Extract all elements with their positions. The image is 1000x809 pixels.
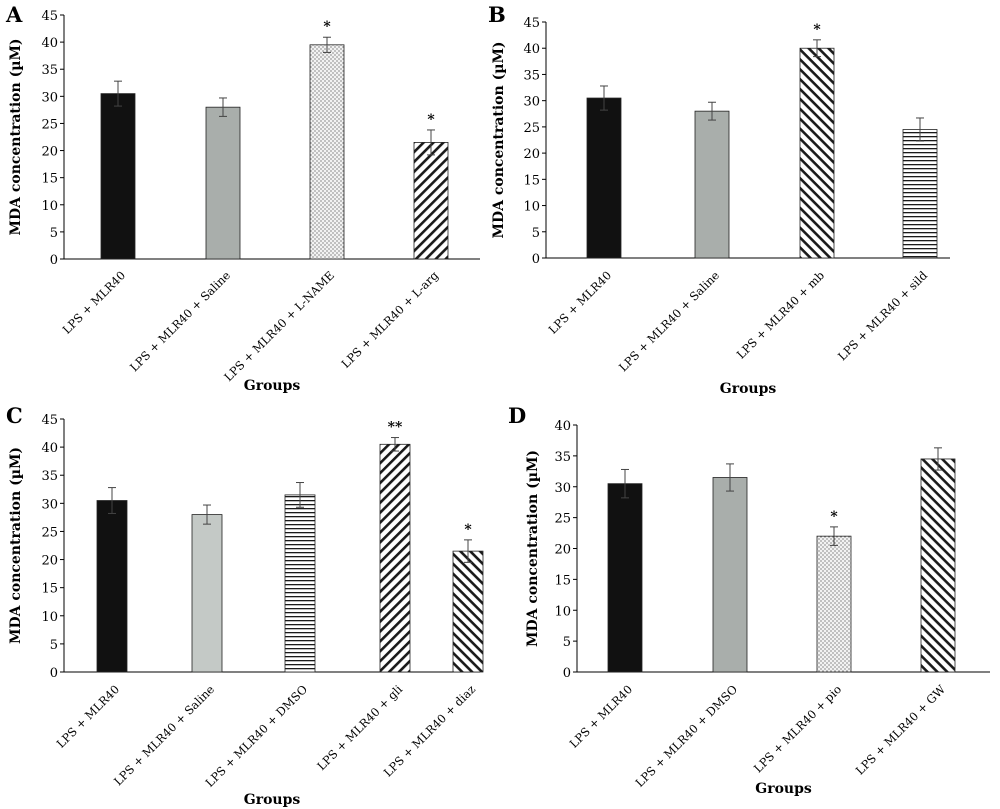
y-tick-label: 35 <box>41 63 58 78</box>
significance-marker: * <box>427 112 435 128</box>
bar <box>379 443 411 673</box>
panel-label-d: D <box>508 403 526 428</box>
chart-panel-c: 0 5 10 15 20 25 30 35 40 45 MDA concentration (µM)… <box>8 413 484 808</box>
y-tick-label: 0 <box>532 252 540 267</box>
x-category-label: LPS + MLR40 + sild <box>835 268 931 364</box>
significance-marker: * <box>830 509 838 525</box>
y-tick-label: 45 <box>41 9 58 24</box>
y-tick-label: 15 <box>554 573 571 588</box>
bar <box>309 44 345 260</box>
y-axis-label: MDA concentration (µM) <box>8 38 24 235</box>
y-tick-label: 40 <box>41 36 58 51</box>
bar <box>902 129 938 259</box>
x-category-label: LPS + MLR40 + GW <box>853 682 948 777</box>
y-tick-label: 5 <box>50 638 58 653</box>
x-category-label: LPS + MLR40 <box>54 682 123 751</box>
y-tick-label: 45 <box>523 16 540 31</box>
y-tick-label: 20 <box>41 554 58 569</box>
y-tick-label: 40 <box>523 42 540 57</box>
x-category-label: LPS + MLR40 + pio <box>751 682 844 775</box>
y-tick-label: 25 <box>523 121 540 136</box>
y-tick-label: 5 <box>532 226 540 241</box>
y-tick-label: 30 <box>41 497 58 512</box>
x-category-label: LPS + MLR40 + Saline <box>616 268 722 374</box>
bar <box>607 483 643 673</box>
y-tick-label: 35 <box>41 469 58 484</box>
x-axis-label: Groups <box>755 781 812 797</box>
y-tick-label: 45 <box>41 413 58 428</box>
significance-marker: * <box>323 19 331 35</box>
y-tick-label: 40 <box>41 441 58 456</box>
panel-label-a: A <box>5 2 23 27</box>
bar <box>816 535 852 673</box>
bar <box>205 106 241 260</box>
bar <box>413 142 449 260</box>
y-tick-label: 25 <box>554 512 571 527</box>
y-tick-label: 10 <box>41 199 58 214</box>
x-category-label: LPS + MLR40 + L-arg <box>339 268 442 371</box>
y-tick-label: 30 <box>523 95 540 110</box>
y-tick-label: 10 <box>523 200 540 215</box>
y-tick-label: 0 <box>563 666 571 681</box>
y-tick-label: 20 <box>554 543 571 558</box>
significance-marker: ** <box>388 420 403 436</box>
x-category-label: LPS + MLR40 + Saline <box>111 682 217 788</box>
chart-panel-b: 0 5 10 15 20 25 30 35 40 45 MDA concentration (µM)… <box>491 16 950 397</box>
panel-label-b: B <box>488 2 506 27</box>
chart-panel-a: 0 5 10 15 20 25 30 35 40 45 MDA concentration (µM)… <box>8 9 480 394</box>
chart-panel-d: 0 5 10 15 20 25 30 35 40 MDA concentration (µM) LP… <box>525 419 990 797</box>
x-category-label: LPS + MLR40 + DMSO <box>203 682 311 790</box>
bar <box>694 110 730 259</box>
y-tick-label: 15 <box>523 173 540 188</box>
y-tick-label: 15 <box>41 582 58 597</box>
y-tick-label: 10 <box>41 610 58 625</box>
x-category-label: LPS + MLR40 + Saline <box>127 268 233 374</box>
x-category-label: LPS + MLR40 + L-NAME <box>221 268 337 384</box>
y-tick-label: 5 <box>563 635 571 650</box>
bar <box>96 500 128 673</box>
x-axis-label: Groups <box>720 381 777 397</box>
y-tick-label: 20 <box>523 147 540 162</box>
x-axis-label: Groups <box>244 378 301 394</box>
panel-label-c: C <box>6 403 23 428</box>
y-tick-label: 25 <box>41 117 58 132</box>
bar <box>586 97 622 259</box>
y-tick-label: 35 <box>523 68 540 83</box>
y-tick-label: 20 <box>41 145 58 160</box>
y-tick-label: 25 <box>41 525 58 540</box>
y-tick-label: 35 <box>554 450 571 465</box>
y-tick-label: 40 <box>554 419 571 434</box>
y-tick-label: 30 <box>41 90 58 105</box>
y-tick-label: 30 <box>554 481 571 496</box>
y-tick-label: 5 <box>50 226 58 241</box>
bar <box>284 494 316 673</box>
x-category-label: LPS + MLR40 <box>546 268 615 337</box>
y-axis-label: MDA concentration (µM) <box>491 41 507 238</box>
x-category-label: LPS + MLR40 + DMSO <box>633 682 741 790</box>
significance-marker: * <box>813 22 821 38</box>
bar <box>191 514 223 673</box>
y-tick-label: 10 <box>554 604 571 619</box>
bar <box>452 550 484 673</box>
y-tick-label: 0 <box>50 666 58 681</box>
y-tick-label: 0 <box>50 253 58 268</box>
significance-marker: * <box>464 522 472 538</box>
x-axis-label: Groups <box>244 792 301 808</box>
bar <box>920 458 956 673</box>
x-category-label: LPS + MLR40 <box>567 682 636 751</box>
y-tick-label: 15 <box>41 172 58 187</box>
y-axis-label: MDA concentration (µM) <box>525 450 541 647</box>
y-axis-label: MDA concentration (µM) <box>8 447 24 644</box>
x-category-label: LPS + MLR40 + mb <box>734 268 827 361</box>
bar <box>799 47 835 259</box>
bar <box>712 477 748 673</box>
x-category-label: LPS + MLR40 <box>60 268 129 337</box>
bar <box>100 93 136 260</box>
